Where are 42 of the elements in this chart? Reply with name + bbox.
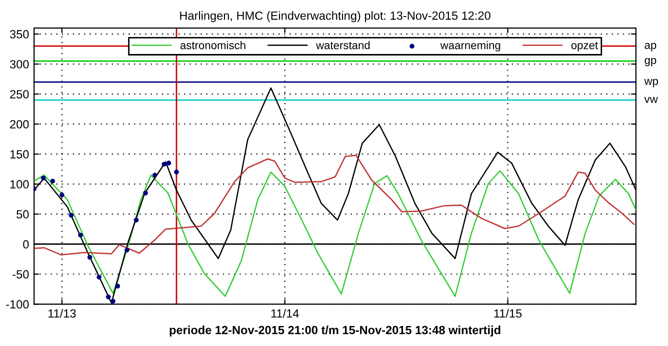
point: [68, 212, 74, 218]
chart-title: Harlingen, HMC (Eindverwachting) plot: 13-Nov-2015 12:20: [180, 11, 490, 22]
y-tick-label: 350: [10, 30, 29, 38]
y-tick-label: -100: [6, 300, 29, 309]
point: [134, 218, 139, 222]
y-tick-label: 250: [10, 90, 29, 98]
y-tick-label: 0: [23, 240, 29, 249]
point: [174, 170, 179, 174]
point: [87, 254, 92, 260]
x-tick-label: 11/13: [48, 308, 76, 318]
y-tick-label: 150: [10, 150, 29, 158]
y-tick-label: 300: [10, 60, 29, 68]
y-tick-label: 50: [16, 210, 29, 218]
point: [78, 232, 83, 238]
point: [162, 162, 166, 167]
point: [143, 190, 148, 196]
point: [60, 192, 64, 198]
legend-label: waterstand: [316, 41, 370, 50]
y-tick-label: 200: [10, 120, 29, 128]
point: [124, 248, 130, 253]
ref-line-label: vw: [644, 97, 658, 103]
ref-line-label: gp: [644, 58, 656, 66]
point: [166, 160, 172, 166]
legend-label: waarneming: [440, 41, 500, 52]
legend-label: astronomisch: [180, 41, 246, 50]
point: [96, 274, 102, 280]
legend-label: opzet: [571, 42, 598, 52]
point: [106, 294, 111, 300]
line-series: [34, 170, 636, 297]
y-tick-label: -50: [12, 270, 29, 279]
x-tick-label: 11/14: [271, 308, 299, 318]
ref-line-label: ap: [644, 42, 656, 52]
point: [110, 298, 116, 304]
ref-line-label: wp: [644, 78, 658, 88]
point: [152, 172, 158, 178]
point: [40, 176, 46, 180]
x-axis-title: periode 12-Nov-2015 21:00 t/m 15-Nov-2015 13:48 wintertijd: [170, 326, 500, 337]
point: [50, 178, 56, 184]
y-tick-label: 100: [10, 180, 29, 188]
x-tick-label: 11/15: [494, 308, 522, 318]
line-series: [34, 154, 635, 256]
point: [115, 284, 120, 289]
